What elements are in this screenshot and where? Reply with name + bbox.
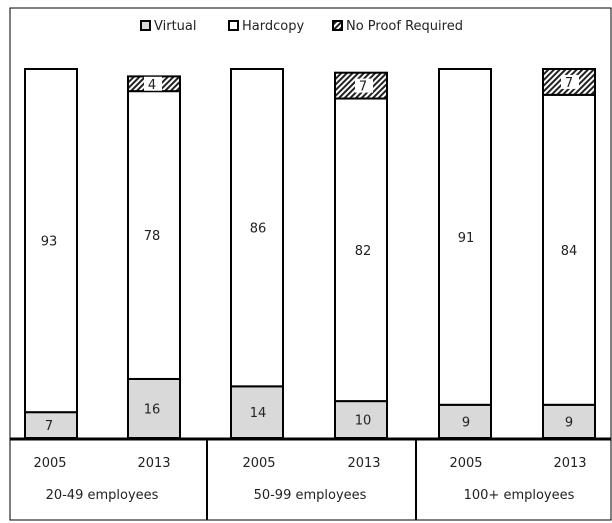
bar-segment-hardcopy [24,68,78,414]
data-label-no-proof-required: 7 [565,76,573,91]
legend-label-no-proof-required: No Proof Required [346,19,463,34]
tick-label-year: 2013 [137,456,170,471]
data-label-background [561,74,579,89]
tick-label-year: 2005 [33,456,66,471]
bars: 7 93 16 78 4 14 86 10 82 7 9 91 9 84 7 [24,68,596,440]
data-label-hardcopy: 82 [355,244,372,259]
bar-segment-hardcopy [542,93,596,406]
data-label-hardcopy: 93 [41,235,58,250]
tick-label-year: 2005 [242,456,275,471]
data-label-virtual: 16 [144,402,161,417]
data-label-virtual: 7 [45,419,53,434]
category-axis: 2005 2013 2005 2013 2005 2013 20-49 employees 5… [10,437,611,520]
data-label-hardcopy: 86 [250,222,267,237]
data-label-virtual: 9 [565,415,573,430]
tick-label-group: 50-99 employees [254,488,367,503]
data-label-no-proof-required: 4 [148,78,156,93]
data-label-no-proof-required: 7 [359,80,367,95]
legend-swatch-no-proof-required [332,20,343,31]
data-label-virtual: 14 [250,406,267,421]
data-label-background [355,78,373,93]
legend-swatch-virtual [140,20,151,31]
bar-segment-hardcopy [127,90,181,380]
tick-label-group: 20-49 employees [46,488,159,503]
tick-label-year: 2013 [347,456,380,471]
bar-segment-hardcopy [438,68,492,406]
chart-frame [9,7,612,521]
data-label-hardcopy: 91 [458,231,475,246]
data-label-hardcopy: 84 [561,244,578,259]
data-label-virtual: 10 [355,414,372,429]
legend-swatch-hardcopy [228,20,239,31]
data-label-hardcopy: 78 [144,229,161,244]
legend-label-hardcopy: Hardcopy [242,19,304,34]
legend-label-virtual: Virtual [154,19,196,34]
data-label-virtual: 9 [462,415,470,430]
tick-label-group: 100+ employees [464,488,575,503]
data-label-background [144,76,162,91]
tick-label-year: 2005 [449,456,482,471]
legend: Virtual Hardcopy No Proof Required [140,19,463,34]
tick-label-year: 2013 [553,456,586,471]
bar-segment-hardcopy [230,68,284,388]
